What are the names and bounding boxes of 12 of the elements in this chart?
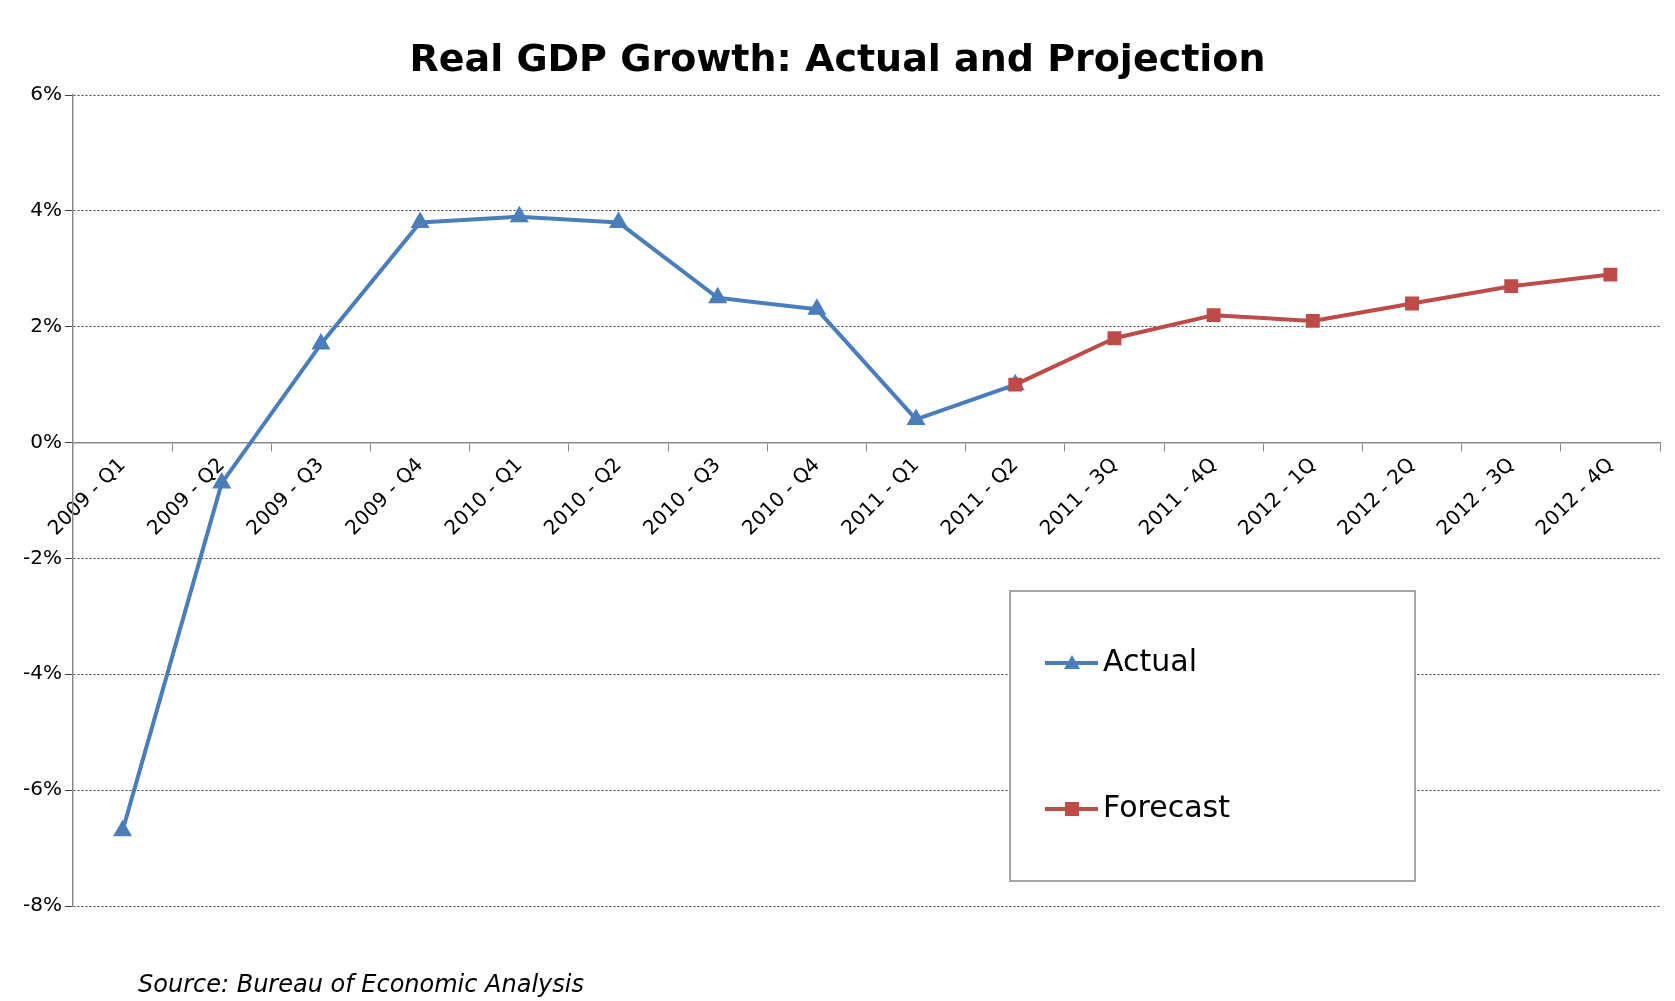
y-tick-label: -4%	[22, 660, 62, 685]
y-tick-label: 2%	[30, 312, 62, 337]
y-tick-label: -2%	[22, 544, 62, 569]
legend-label: Actual	[1103, 642, 1197, 678]
y-tick-label: 4%	[30, 197, 62, 222]
legend-label: Forecast	[1103, 788, 1231, 824]
y-tick-label: 0%	[30, 428, 62, 453]
y-tick-label: -8%	[22, 892, 62, 917]
y-tick-label: 6%	[30, 81, 62, 106]
chart-title: Real GDP Growth: Actual and Projection	[408, 36, 1267, 80]
y-tick-label: -6%	[22, 776, 62, 801]
source-note: Source: Bureau of Economic Analysis	[138, 970, 584, 998]
